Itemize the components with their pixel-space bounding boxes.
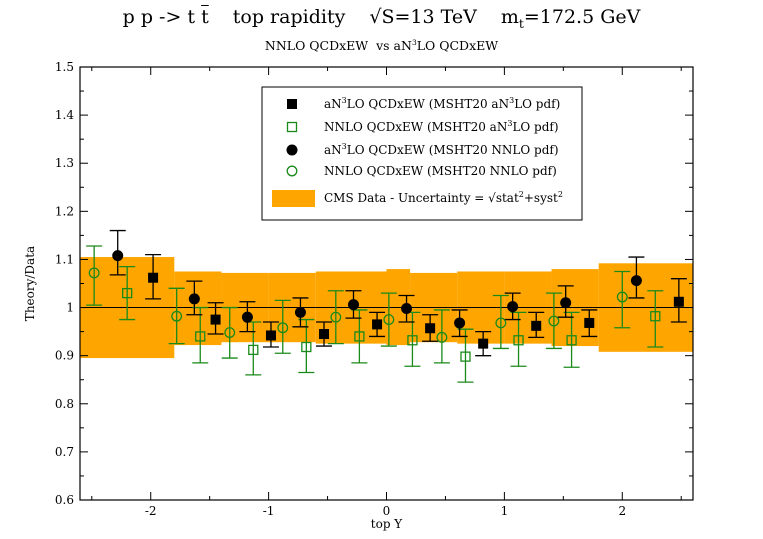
chart-title: p p -> t t top rapidity √S=13 TeV mt=172… bbox=[0, 6, 763, 31]
y-axis-label: Theory/Data bbox=[23, 246, 37, 321]
legend-label-1: NNLO QCDxEW (MSHT20 aN3LO pdf) bbox=[324, 119, 559, 134]
x-tick-label: 1 bbox=[501, 504, 509, 518]
data-point bbox=[195, 331, 206, 342]
data-point bbox=[148, 272, 159, 283]
data-point bbox=[354, 331, 365, 342]
data-point bbox=[548, 315, 560, 327]
y-tick-label: 1.1 bbox=[55, 252, 74, 266]
y-tick-label: 1.5 bbox=[55, 60, 74, 74]
data-point bbox=[372, 319, 383, 330]
data-point bbox=[277, 322, 289, 334]
data-point bbox=[507, 301, 519, 313]
data-point bbox=[454, 317, 466, 329]
legend-marker-0 bbox=[287, 99, 297, 109]
legend-band-swatch bbox=[272, 190, 315, 207]
series-0 bbox=[145, 253, 687, 357]
y-tick-label: 1.2 bbox=[55, 204, 74, 218]
data-point bbox=[650, 311, 661, 322]
data-point bbox=[630, 275, 642, 287]
data-point bbox=[248, 344, 259, 356]
data-point bbox=[436, 331, 448, 343]
data-point bbox=[401, 303, 413, 315]
y-tick-label: 0.7 bbox=[55, 445, 74, 459]
legend-label-2: aN3LO QCDxEW (MSHT20 NNLO pdf) bbox=[324, 142, 559, 157]
data-point bbox=[560, 297, 572, 309]
data-point bbox=[584, 317, 595, 328]
x-tick-label: 0 bbox=[383, 504, 391, 518]
data-point bbox=[407, 335, 418, 346]
legend-box bbox=[261, 86, 583, 221]
data-point bbox=[531, 320, 542, 331]
legend-label-4: CMS Data - Uncertainty = √stat2+syst2 bbox=[324, 190, 563, 205]
axis-ticks: 0.6 0.7 0.8 0.9 1 1.1 1.2 1.3 1.4 1.5 -2 -1 0 1 2 bbox=[55, 60, 693, 518]
y-tick-label: 0.6 bbox=[55, 493, 74, 507]
data-point bbox=[294, 306, 306, 318]
data-point bbox=[210, 314, 221, 325]
x-tick-label: -1 bbox=[263, 504, 275, 518]
x-axis-label: top Y bbox=[371, 517, 404, 531]
y-tick-label: 1 bbox=[66, 301, 74, 315]
y-tick-label: 0.9 bbox=[55, 349, 74, 363]
data-point bbox=[319, 329, 330, 340]
data-point bbox=[347, 299, 359, 311]
data-point bbox=[383, 314, 395, 326]
title-energy: √S=13 TeV bbox=[369, 6, 477, 28]
series-2 bbox=[109, 229, 645, 338]
data-point bbox=[122, 287, 133, 299]
data-point bbox=[88, 267, 100, 279]
data-point bbox=[188, 293, 200, 305]
chart-subtitle: NNLO QCDxEW vs aN3LO QCDxEW bbox=[264, 38, 499, 54]
data-point bbox=[112, 250, 124, 262]
data-point bbox=[241, 311, 253, 323]
band-bin-1 bbox=[174, 271, 222, 346]
legend-marker-1 bbox=[286, 121, 298, 133]
data-point bbox=[460, 351, 471, 362]
title-mass: mt=172.5 GeV bbox=[500, 6, 641, 31]
data-point bbox=[513, 335, 524, 346]
x-tick-label: -2 bbox=[145, 504, 157, 518]
series-3 bbox=[86, 245, 631, 364]
data-point bbox=[478, 338, 489, 349]
title-process: p p -> t t bbox=[122, 6, 209, 28]
data-point bbox=[566, 335, 577, 346]
y-tick-label: 0.8 bbox=[55, 397, 74, 411]
data-points bbox=[86, 229, 687, 383]
legend: aN3LO QCDxEW (MSHT20 aN3LO pdf) NNLO QCDx… bbox=[261, 86, 583, 221]
legend-marker-3 bbox=[286, 165, 298, 177]
data-point bbox=[495, 317, 507, 329]
legend-label-0: aN3LO QCDxEW (MSHT20 aN3LO pdf) bbox=[324, 96, 560, 111]
data-point bbox=[224, 327, 236, 339]
y-tick-label: 1.3 bbox=[55, 156, 74, 170]
x-tick-label: 2 bbox=[618, 504, 626, 518]
data-point bbox=[171, 310, 183, 322]
data-point bbox=[425, 323, 436, 334]
legend-label-3: NNLO QCDxEW (MSHT20 NNLO pdf) bbox=[324, 164, 557, 178]
data-point bbox=[330, 311, 342, 323]
y-tick-label: 1.4 bbox=[55, 108, 74, 122]
data-point bbox=[673, 296, 684, 307]
legend-marker-2 bbox=[286, 144, 298, 156]
data-point bbox=[265, 330, 276, 341]
data-point bbox=[301, 341, 312, 353]
data-point bbox=[616, 291, 628, 303]
title-observable: top rapidity bbox=[232, 6, 346, 28]
